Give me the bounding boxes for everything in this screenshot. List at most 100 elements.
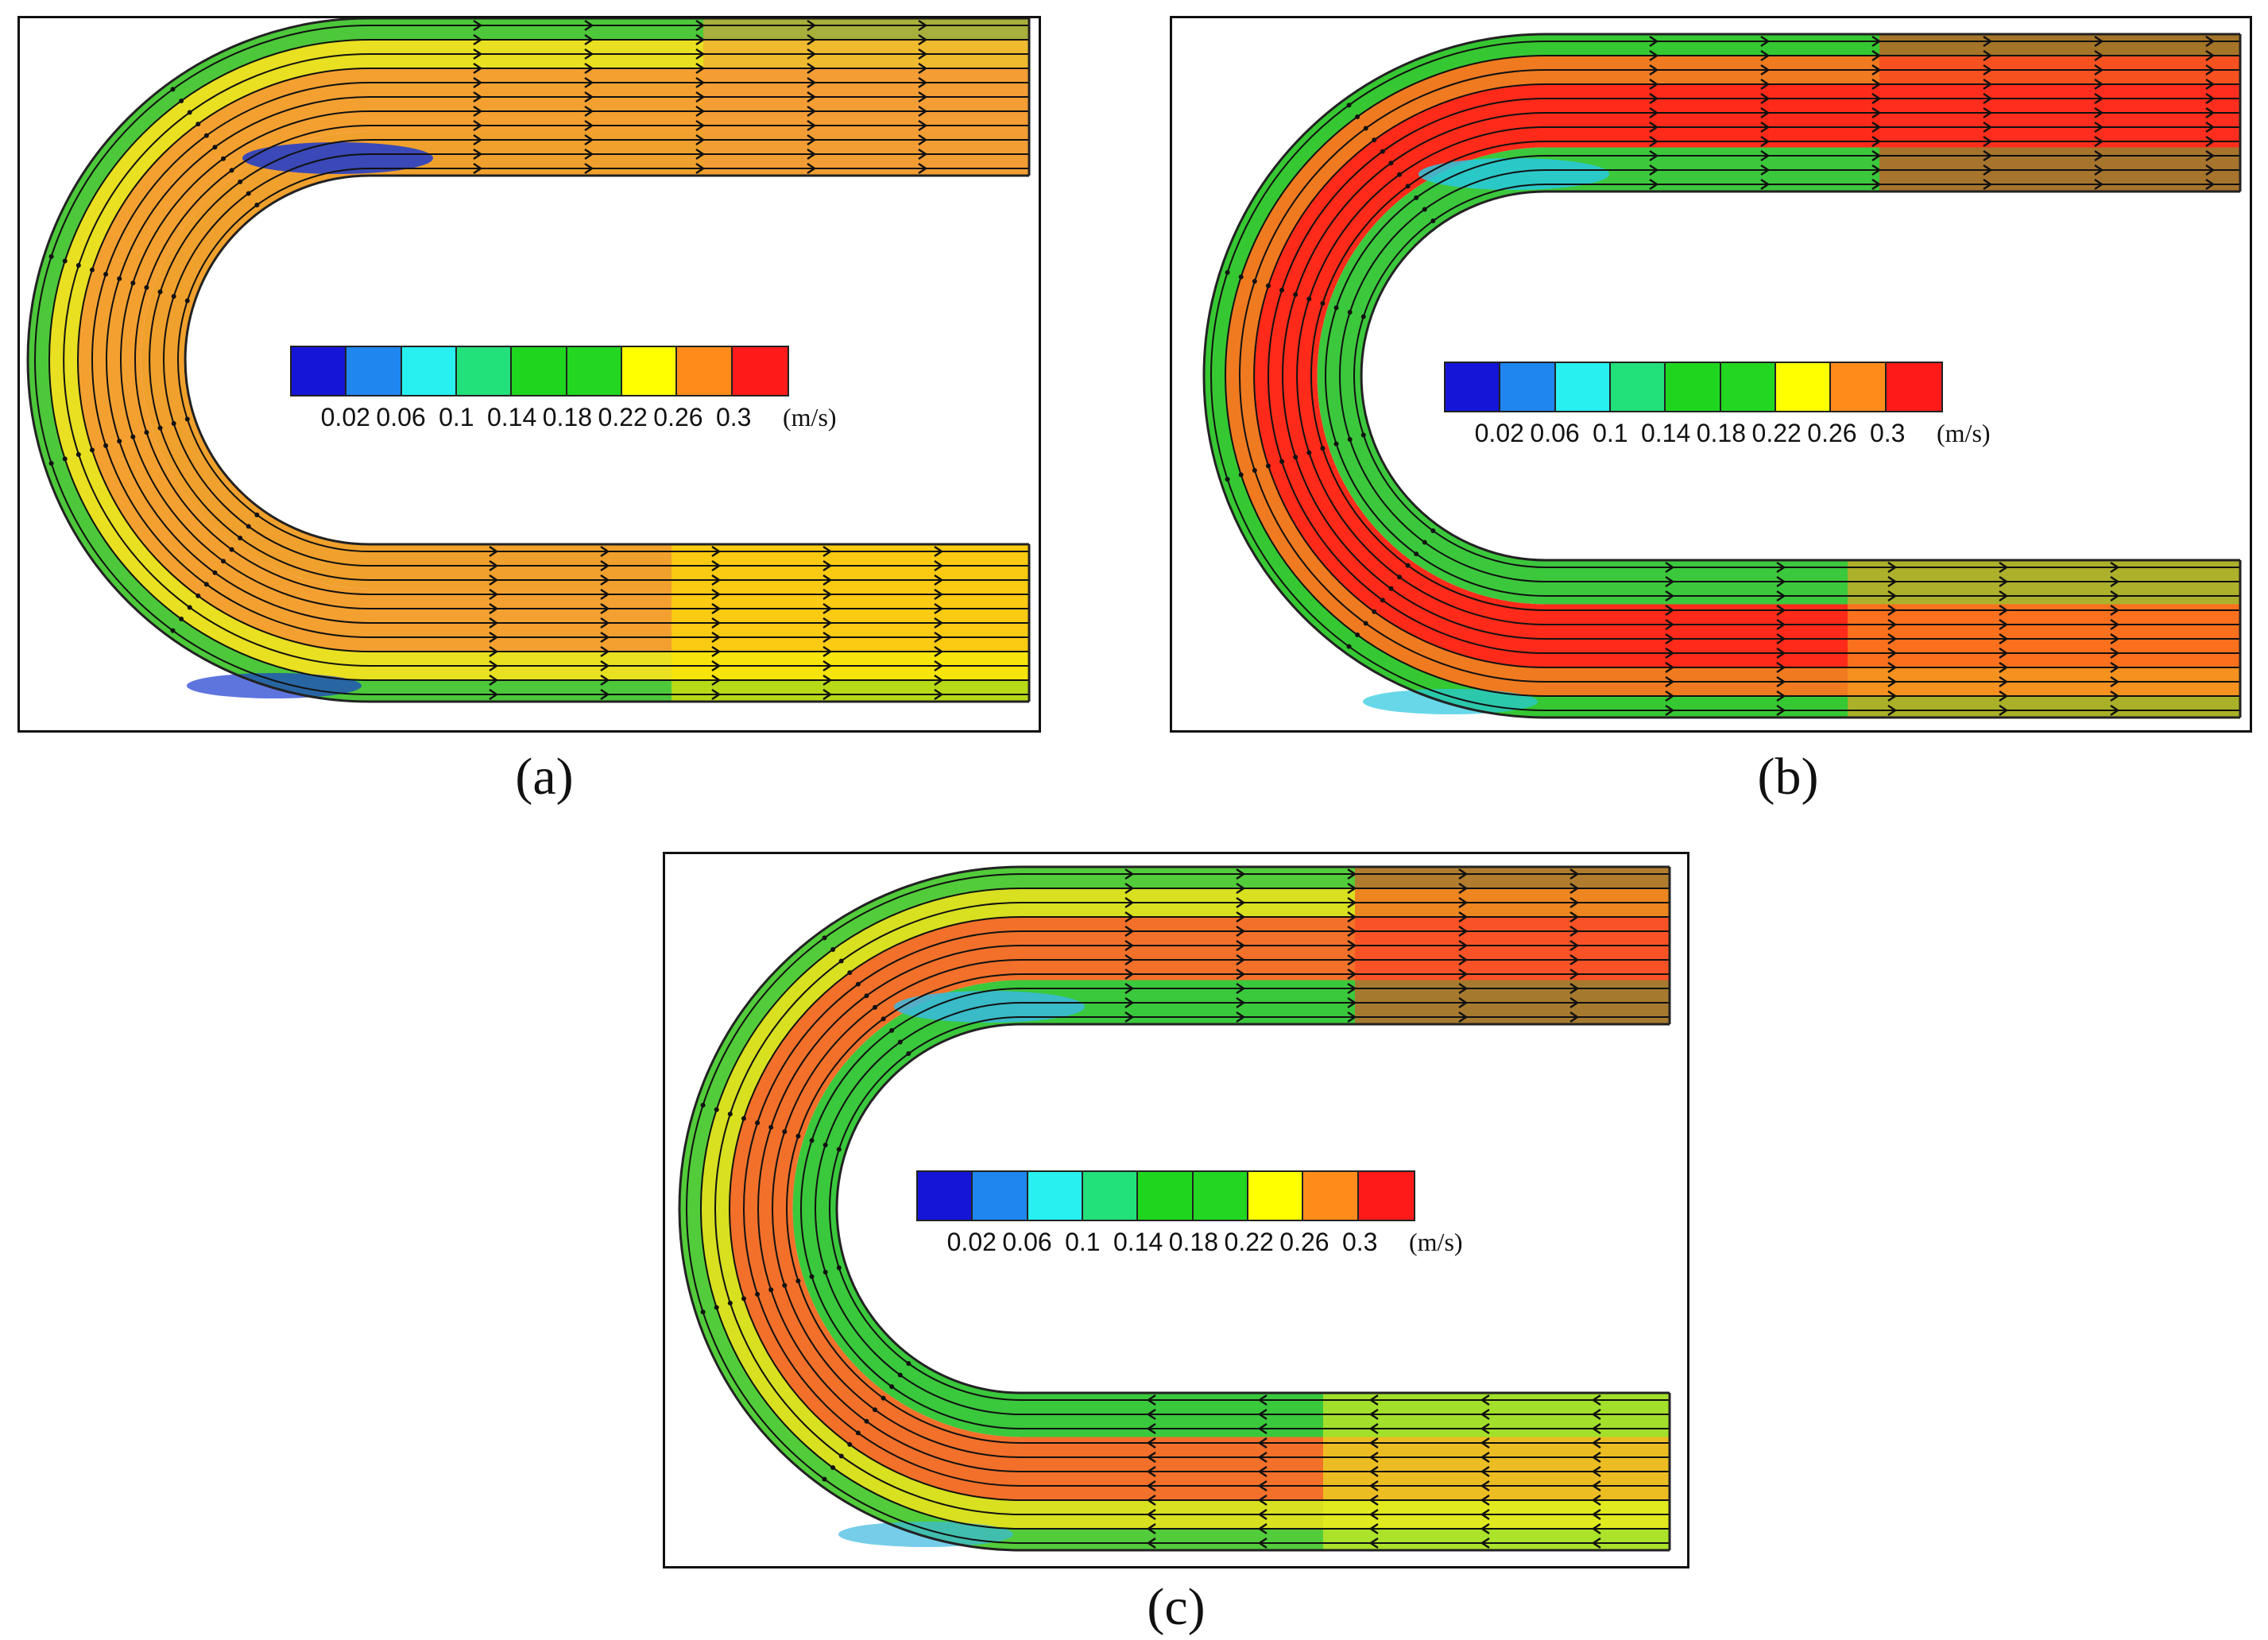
outer-wall <box>1202 33 2240 719</box>
flow-arrow <box>1887 590 1898 602</box>
velocity-legend-a: 0.02 0.06 0.1 0.14 0.18 0.22 0.26 0.3 (m/s) <box>290 346 837 443</box>
flow-arrow <box>2094 78 2104 91</box>
flow-arrow <box>934 631 944 644</box>
flow-arrow <box>1591 1451 1601 1464</box>
flow-arrow <box>1999 704 2009 717</box>
flow-arrow <box>1422 207 1427 212</box>
flow-arrow <box>1458 953 1469 966</box>
flow-arrow <box>1480 1508 1490 1521</box>
flow-arrow <box>873 1004 878 1010</box>
outer-wall <box>26 18 1029 703</box>
legend-swatch <box>456 347 513 395</box>
flow-arrow <box>1983 121 1993 133</box>
legend-swatch <box>1720 363 1776 411</box>
flow-arrow <box>1480 1394 1490 1406</box>
flow-arrow <box>1458 996 1469 1009</box>
flow-arrow <box>179 617 184 622</box>
flow-arrow <box>1591 1508 1601 1521</box>
flow-arrow <box>203 582 209 587</box>
flow-arrow <box>1776 604 1786 617</box>
flow-arrow <box>1665 575 1675 588</box>
flow-arrow <box>836 1265 842 1271</box>
flow-arrow <box>1999 575 2009 588</box>
flow-arrow <box>1397 574 1403 580</box>
flow-arrow <box>1999 690 2009 702</box>
flow-arrow <box>1665 690 1675 702</box>
flow-arrow <box>489 545 499 558</box>
streamline <box>120 110 1029 609</box>
flow-arrow <box>1776 690 1786 702</box>
flow-arrow <box>489 659 499 672</box>
flow-arrow <box>1458 911 1469 923</box>
flow-arrow <box>1591 1522 1601 1535</box>
streamline <box>772 959 1670 1458</box>
legend-tick-label: 0.18 <box>542 403 593 431</box>
flow-arrow <box>695 133 706 146</box>
flow-arrow <box>1591 1422 1601 1435</box>
flow-arrow <box>1279 288 1285 293</box>
flow-arrow <box>2205 121 2216 133</box>
flow-arrow <box>584 76 594 89</box>
flow-arrow <box>822 659 833 672</box>
flow-arrow <box>1368 1394 1379 1406</box>
flow-arrow <box>229 168 234 173</box>
flow-arrow <box>1346 102 1352 108</box>
flow-arrow <box>1124 896 1135 909</box>
flow-arrow <box>768 1124 774 1130</box>
flow-arrow <box>1347 953 1357 966</box>
flow-arrow <box>1649 121 1659 133</box>
flow-arrow <box>2205 64 2216 76</box>
flow-arrow <box>2094 178 2104 191</box>
flow-arrow <box>1887 675 1898 688</box>
flow-arrow <box>1257 1437 1268 1449</box>
flow-arrow <box>1458 939 1469 952</box>
flow-arrow <box>1760 92 1771 105</box>
flow-arrow <box>934 674 944 687</box>
flow-arrow <box>1871 149 1882 162</box>
flow-arrow <box>170 628 176 633</box>
flow-arrow <box>1146 1451 1156 1464</box>
flow-arrow <box>584 133 594 146</box>
flow-arrow <box>1368 1522 1379 1535</box>
legend-tick-label: 0.26 <box>1807 419 1857 447</box>
flow-arrow <box>1146 1394 1156 1406</box>
flow-arrow <box>1887 575 1898 588</box>
flow-arrow <box>1333 441 1339 447</box>
flow-arrow <box>600 645 610 658</box>
flow-arrow <box>1347 868 1357 880</box>
flow-arrow <box>1225 269 1230 275</box>
flow-arrow <box>170 87 176 92</box>
flow-arrow <box>880 1395 886 1401</box>
flow-arrow <box>1388 161 1394 166</box>
flow-arrow <box>1124 982 1135 995</box>
flow-arrow <box>489 559 499 572</box>
flow-arrow <box>1649 64 1659 76</box>
flow-arrow <box>1569 953 1580 966</box>
flow-arrow <box>1347 925 1357 938</box>
flow-arrow <box>1458 1011 1469 1023</box>
flow-arrow <box>1238 472 1244 478</box>
flow-arrow <box>727 1300 733 1305</box>
flow-arrow <box>1414 195 1419 200</box>
flow-arrow <box>171 293 176 299</box>
flow-arrow <box>880 1016 886 1022</box>
flow-arrow <box>714 1107 719 1112</box>
flow-arrow <box>1146 1408 1156 1421</box>
flow-arrow <box>711 559 722 572</box>
flow-arrow <box>1346 644 1352 649</box>
flow-arrow <box>711 688 722 701</box>
flow-arrow <box>1480 1422 1490 1435</box>
flow-arrow <box>1397 172 1403 177</box>
streamline <box>63 53 1029 667</box>
flow-arrow <box>1306 450 1312 455</box>
flow-arrow <box>1347 939 1357 952</box>
flow-arrow <box>711 631 722 644</box>
legend-tick-label: 0.06 <box>376 403 426 431</box>
panel-a: 0.02 0.06 0.1 0.14 0.18 0.22 0.26 0.3 (m/s) <box>17 16 1041 733</box>
flow-arrow <box>873 1407 878 1413</box>
flow-arrow <box>2094 106 2104 119</box>
flow-arrow <box>1591 1465 1601 1478</box>
flow-arrow <box>1368 1508 1379 1521</box>
flow-arrow <box>238 536 243 541</box>
flow-arrow <box>1999 618 2009 631</box>
